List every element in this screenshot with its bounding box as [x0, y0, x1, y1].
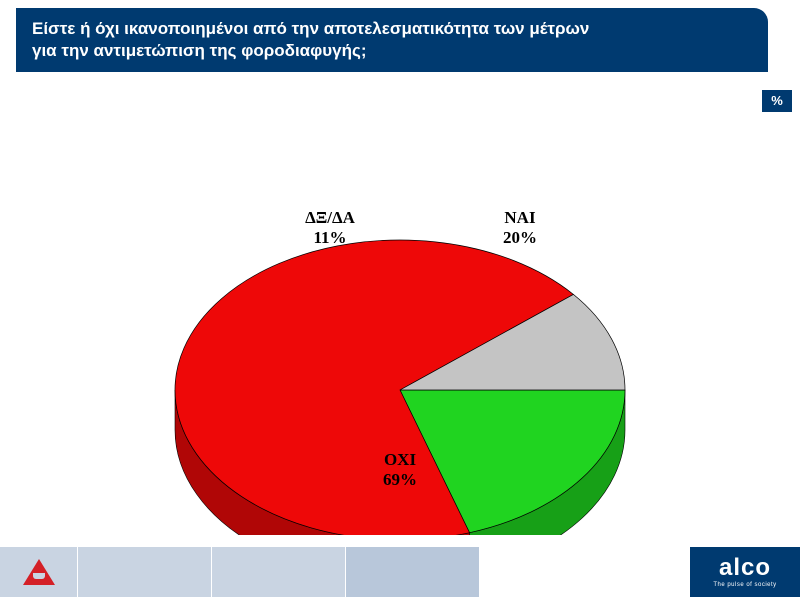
slice-pct: 20%	[480, 228, 560, 248]
alco-tagline: The pulse of society	[713, 582, 776, 588]
slice-pct: 69%	[360, 470, 440, 490]
slice-label-dxda: ΔΞ/ΔΑ11%	[290, 208, 370, 248]
question-header: Είστε ή όχι ικανοποιημένοι από την αποτε…	[16, 8, 768, 72]
slice-pct: 11%	[290, 228, 370, 248]
slice-name: ΝΑΙ	[480, 208, 560, 228]
alco-name: alco	[719, 556, 771, 580]
footer-bar: alco The pulse of society	[0, 547, 800, 597]
footer-segment	[78, 547, 212, 597]
slice-name: ΟΧΙ	[360, 450, 440, 470]
alco-logo: alco The pulse of society	[690, 547, 800, 597]
channel-logo	[0, 547, 78, 597]
pie-chart: ΝΑΙ20% ΟΧΙ69% ΔΞ/ΔΑ11%	[0, 80, 800, 535]
slice-label-oxi: ΟΧΙ69%	[360, 450, 440, 490]
slice-name: ΔΞ/ΔΑ	[290, 208, 370, 228]
question-title: Είστε ή όχι ικανοποιημένοι από την αποτε…	[32, 18, 589, 62]
slice-label-nai: ΝΑΙ20%	[480, 208, 560, 248]
alpha-icon	[23, 559, 55, 585]
footer-spacer	[480, 547, 690, 597]
footer-segment	[212, 547, 346, 597]
footer-segment	[346, 547, 480, 597]
